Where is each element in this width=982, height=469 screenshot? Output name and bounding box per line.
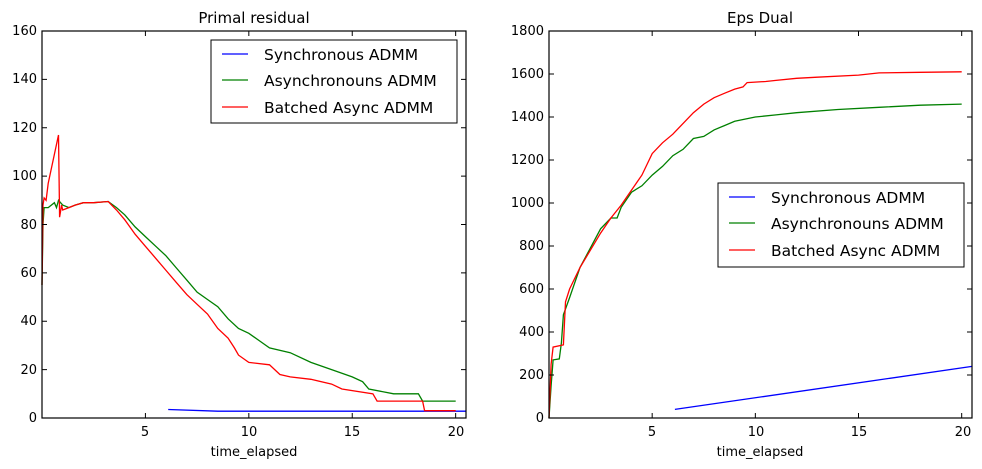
y-tick-label: 160 [12,24,37,39]
y-tick-label: 1200 [511,153,544,168]
y-tick-label: 100 [12,169,37,184]
series-line [41,134,456,412]
primal-residual-plot: Primal residual 0 20 40 60 80 100 120 14… [12,9,467,460]
legend-box [717,182,965,268]
ticks [549,30,972,419]
legend-label: Batched Async ADMM [264,99,433,117]
y-tick-label: 1800 [511,24,544,39]
y-tick-label: 20 [20,363,37,378]
y-tick-label: 800 [519,239,544,254]
y-tick-labels: 0 20 40 60 80 100 120 140 160 [12,24,37,426]
y-tick-label: 0 [29,411,37,426]
plot-title: Eps Dual [727,9,793,27]
x-axis-label: time_elapsed [211,445,298,460]
ticks [42,30,466,419]
x-axis-label: time_elapsed [717,445,804,460]
series-lines [41,134,466,412]
y-tick-labels: 0 200 400 600 800 1000 1200 1400 1600 18… [511,24,544,426]
x-tick-labels: 5 10 15 20 [141,425,464,440]
y-tick-label: 80 [20,218,37,233]
legend-label: Synchronous ADMM [264,46,418,64]
y-tick-label: 60 [20,266,37,281]
y-tick-label: 40 [20,314,37,329]
y-tick-label: 1600 [511,67,544,82]
x-tick-label: 5 [648,425,656,440]
x-tick-labels: 5 10 15 20 [648,425,971,440]
x-tick-label: 15 [344,425,361,440]
x-tick-label: 10 [241,425,258,440]
y-tick-label: 1000 [511,196,544,211]
legend: Synchronous ADMM Asynchronouns ADMM Batc… [717,182,965,268]
eps-dual-plot: Eps Dual 0 200 400 600 800 1000 1200 140… [511,9,973,460]
y-tick-label: 200 [519,368,544,383]
series-line [41,198,456,402]
y-tick-label: 0 [536,411,544,426]
y-tick-label: 120 [12,121,37,136]
series-lines [548,71,973,419]
y-tick-label: 400 [519,325,544,340]
legend-label: Asynchronouns ADMM [264,72,437,90]
legend-label: Batched Async ADMM [771,242,940,260]
axes-frame [548,30,973,419]
legend-label: Synchronous ADMM [771,189,925,207]
plot-title: Primal residual [198,9,309,27]
legend: Synchronous ADMM Asynchronouns ADMM Batc… [210,39,458,124]
x-tick-label: 20 [955,425,972,440]
series-line [674,365,973,411]
series-line [168,408,466,412]
series-line [548,71,962,419]
legend-label: Asynchronouns ADMM [771,215,944,233]
x-tick-label: 20 [448,425,465,440]
x-tick-label: 15 [851,425,868,440]
legend-box [210,39,458,124]
y-tick-label: 140 [12,72,37,87]
y-tick-label: 1400 [511,110,544,125]
y-tick-label: 600 [519,282,544,297]
x-tick-label: 10 [748,425,765,440]
x-tick-label: 5 [141,425,149,440]
